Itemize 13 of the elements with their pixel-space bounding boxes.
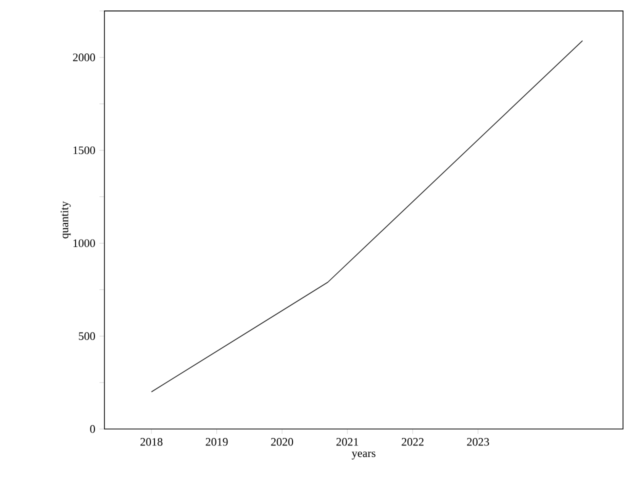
y-tick-label: 0 [90,425,95,433]
x-tick-label: 2020 [271,438,294,446]
y-axis-title: quantity [60,201,71,238]
y-tick-label: 500 [78,332,95,340]
y-tick-label: 1500 [74,146,95,154]
x-tick-label: 2022 [402,438,424,446]
x-axis-title: years [352,452,376,460]
x-tick-label: 2023 [467,438,490,446]
x-tick-label: 2021 [336,438,358,446]
y-tick-label: 1000 [74,239,95,248]
x-tick-label: 2018 [140,438,162,446]
x-tick-label: 2019 [206,438,228,446]
y-tick-label: 2000 [73,54,95,62]
